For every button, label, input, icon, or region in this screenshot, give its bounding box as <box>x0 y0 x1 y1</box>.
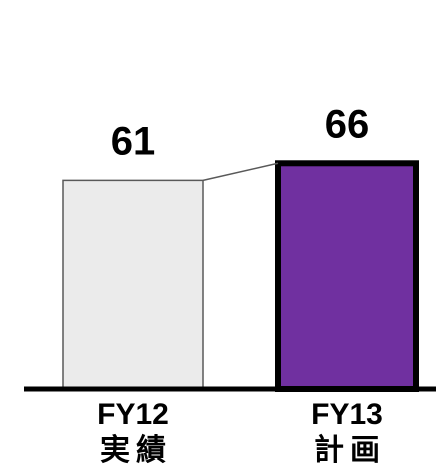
category-label-fy13: FY13 <box>311 398 383 431</box>
category-label-fy12: FY12 <box>97 398 169 431</box>
bars-layer <box>62 160 419 392</box>
data-label-fy12: 61 <box>111 119 156 163</box>
bar-connector-line <box>202 162 279 182</box>
bar-fy12 <box>62 179 204 390</box>
category-sublabel-fy12: 実績 <box>100 433 172 468</box>
category-sublabel-fy13: 計画 <box>314 433 386 468</box>
bar-fy13 <box>275 160 419 392</box>
data-label-fy13: 66 <box>325 102 370 146</box>
